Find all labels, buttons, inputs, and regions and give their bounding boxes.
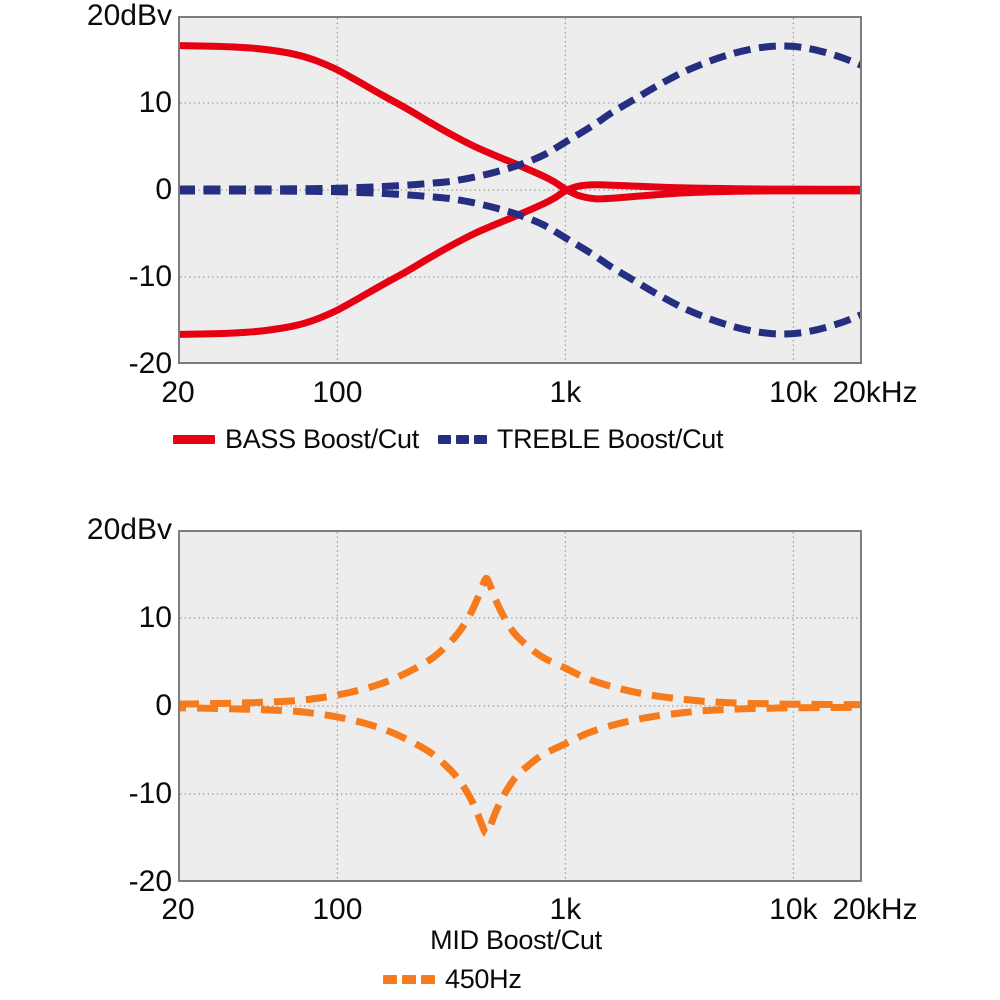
chart-title: MID Boost/Cut — [430, 925, 602, 955]
x-tick-label: 100 — [312, 893, 363, 926]
y-axis-unit-label: 20dBv — [86, 513, 172, 546]
curves — [180, 42, 860, 338]
y-axis-unit-label: 20dBv — [86, 0, 172, 32]
solid-line-swatch — [173, 435, 215, 444]
bass-boost-curve — [180, 42, 860, 203]
x-tick-label: 10k — [769, 376, 818, 409]
y-tick-label: -10 — [128, 260, 172, 293]
y-tick-label: 0 — [155, 689, 172, 722]
legend: 450Hz — [383, 964, 522, 995]
y-tick-label: -20 — [128, 347, 172, 380]
x-tick-label: 10k — [769, 893, 818, 926]
x-tick-label: 20kHz — [832, 376, 918, 409]
legend-item: TREBLE Boost/Cut — [437, 424, 724, 455]
plot-frame — [178, 530, 862, 882]
dashed-line-swatch — [383, 975, 435, 984]
curves — [180, 574, 860, 838]
y-tick-label: 10 — [138, 86, 172, 119]
x-tick-label: 20kHz — [832, 893, 918, 926]
legend-item: BASS Boost/Cut — [173, 424, 419, 455]
dashed-line-swatch — [437, 435, 487, 444]
x-tick-label: 20 — [161, 893, 195, 926]
plot-frame — [178, 16, 862, 364]
legend: BASS Boost/Cut TREBLE Boost/Cut — [173, 424, 724, 455]
y-tick-label: -20 — [128, 865, 172, 898]
legend-label: 450Hz — [445, 964, 522, 994]
x-tick-label: 1k — [549, 893, 582, 926]
x-tick-label: 1k — [549, 376, 582, 409]
frequency-response-plot — [178, 16, 862, 364]
frequency-response-plot — [178, 530, 862, 882]
mid-boost-curve — [180, 574, 860, 709]
treble-cut-curve — [180, 187, 860, 338]
legend-label: BASS Boost/Cut — [225, 424, 419, 454]
treble-boost-curve — [180, 42, 860, 193]
x-tick-label: 100 — [312, 376, 363, 409]
x-tick-label: 20 — [161, 376, 195, 409]
legend-item: 450Hz — [383, 964, 522, 995]
bass-cut-curve — [180, 181, 860, 338]
legend-label: TREBLE Boost/Cut — [496, 424, 724, 454]
y-tick-label: -10 — [128, 777, 172, 810]
y-tick-label: 0 — [155, 173, 172, 206]
mid-cut-curve — [180, 703, 860, 838]
y-tick-label: 10 — [138, 601, 172, 634]
